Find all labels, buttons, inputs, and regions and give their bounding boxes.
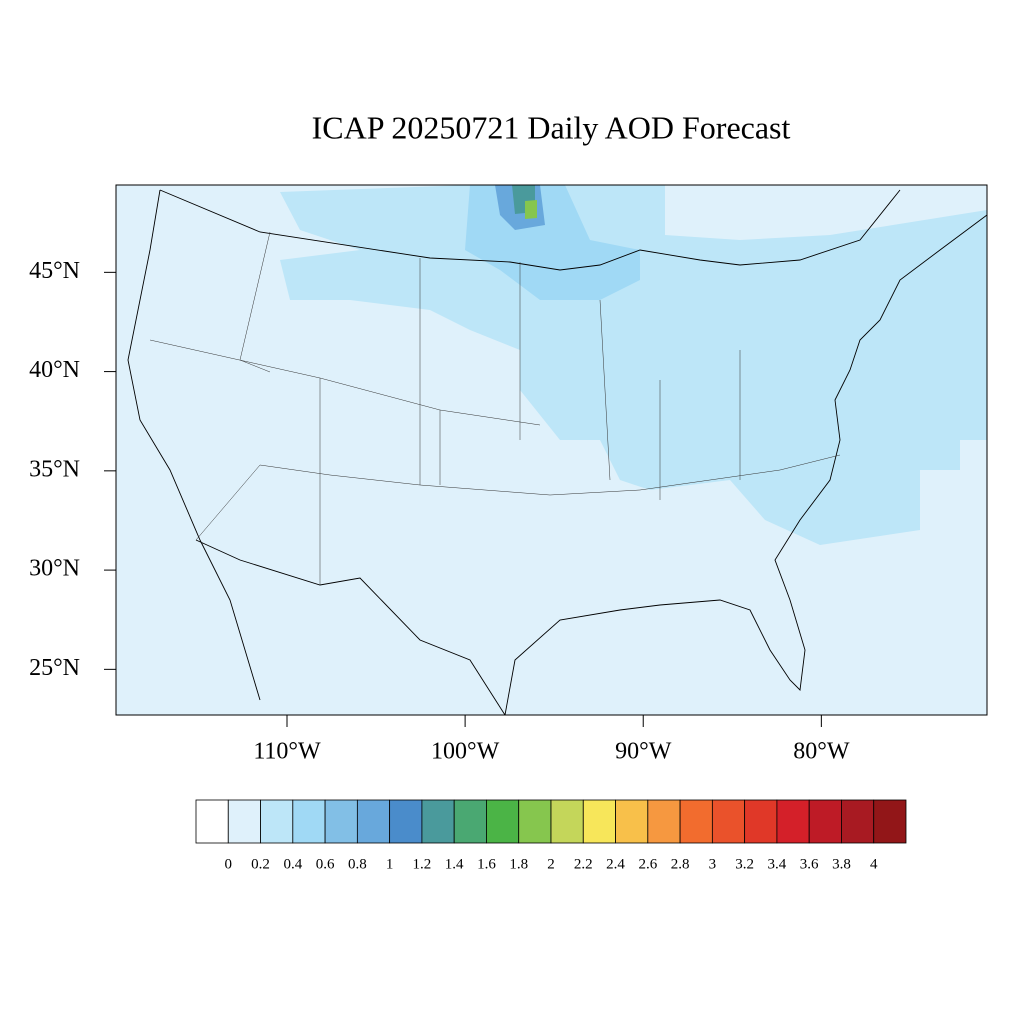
colorbar-box (518, 799, 552, 844)
y-tick-label: 45°N (29, 258, 80, 284)
colorbar-box (324, 799, 358, 844)
colorbar-box (615, 799, 649, 844)
colorbar-box (841, 799, 875, 844)
colorbar-label: 0.8 (348, 856, 367, 872)
colorbar-box (582, 799, 616, 844)
x-tick-label: 90°W (615, 739, 672, 765)
x-tick-label: 80°W (793, 739, 850, 765)
colorbar-box (421, 799, 455, 844)
colorbar-label: 0.6 (316, 856, 335, 872)
colorbar-box (744, 799, 778, 844)
colorbar-label: 3.8 (832, 856, 851, 872)
colorbar-label: 0.2 (251, 856, 270, 872)
y-tick-label: 40°N (29, 357, 80, 383)
map-title: ICAP 20250721 Daily AOD Forecast (312, 109, 791, 145)
colorbar-label: 2.4 (606, 856, 625, 872)
colorbar-box (292, 799, 326, 844)
aod-shading (525, 200, 537, 219)
colorbar-label: 1.8 (509, 856, 528, 872)
colorbar-box (550, 799, 584, 844)
colorbar-box (808, 799, 842, 844)
y-tick-label: 25°N (29, 655, 80, 681)
colorbar-label: 2.8 (671, 856, 690, 872)
colorbar-label: 3.4 (768, 856, 787, 872)
colorbar-box (679, 799, 713, 844)
state-lines (149, 231, 841, 585)
colorbar-box (873, 799, 907, 844)
colorbar-label: 1.2 (413, 856, 432, 872)
colorbar-box (389, 799, 423, 844)
colorbar-box (776, 799, 810, 844)
colorbar-label: 2 (547, 856, 555, 872)
colorbar-box (227, 799, 261, 844)
colorbar-label: 2.6 (638, 856, 657, 872)
colorbar-label: 4 (870, 856, 878, 872)
y-tick-label: 30°N (29, 556, 80, 582)
colorbar-label: 3.6 (800, 856, 819, 872)
colorbar-label: 1.4 (445, 856, 464, 872)
colorbar-label: 1.6 (477, 856, 496, 872)
colorbar-label: 3 (709, 856, 717, 872)
colorbar-label: 0.4 (283, 856, 302, 872)
colorbar-box (647, 799, 681, 844)
colorbar-label: 0 (225, 856, 233, 872)
coastline (127, 189, 988, 716)
y-tick-label: 35°N (29, 456, 80, 482)
colorbar-box (711, 799, 746, 844)
colorbar-label: 2.2 (574, 856, 593, 872)
colorbar-label: 1 (386, 856, 394, 872)
x-tick-label: 100°W (431, 739, 500, 765)
colorbar-label: 3.2 (735, 856, 754, 872)
map-frame (115, 184, 988, 716)
aod-shading (280, 185, 987, 545)
x-tick-label: 110°W (253, 739, 321, 765)
colorbar-box (260, 799, 294, 844)
colorbar-box (453, 799, 487, 844)
colorbar-box (356, 799, 391, 844)
colorbar-box (195, 799, 229, 844)
colorbar-box (486, 799, 520, 844)
